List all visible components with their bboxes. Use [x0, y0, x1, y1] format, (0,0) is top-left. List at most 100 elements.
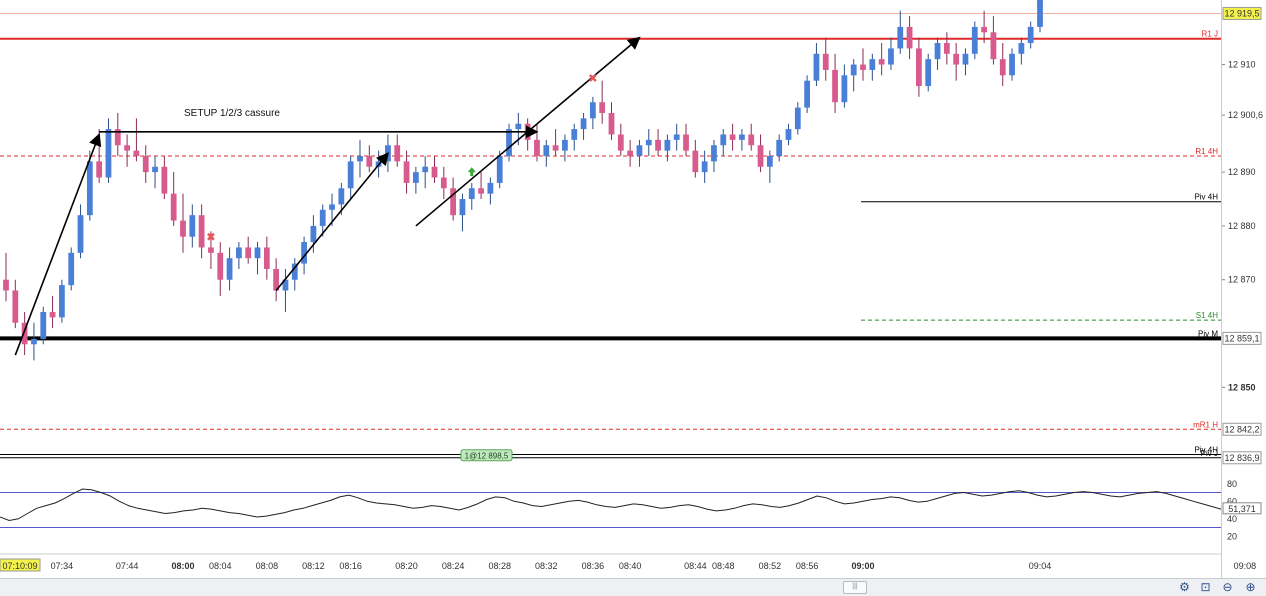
- candle-body: [916, 48, 922, 87]
- price-tag: [1222, 422, 1262, 436]
- x-tick-label: 08:40: [619, 561, 642, 571]
- candle: [878, 43, 885, 76]
- candle: [49, 295, 56, 329]
- candle: [170, 172, 177, 226]
- candle-body: [506, 129, 512, 156]
- y-tick-label: 12 910: [1228, 60, 1256, 70]
- candle-body: [189, 215, 196, 237]
- candle-body: [478, 188, 484, 194]
- candle-body: [86, 161, 93, 216]
- candle-body: [394, 145, 401, 162]
- candle-body: [934, 43, 941, 60]
- candle: [832, 53, 838, 113]
- candle-body: [468, 188, 475, 200]
- candle: [77, 204, 84, 259]
- candle: [403, 150, 410, 194]
- candle: [869, 53, 876, 81]
- candle-body: [571, 129, 578, 140]
- candle: [450, 177, 457, 221]
- candle: [366, 145, 373, 173]
- order-label: 1@12 898,5: [460, 449, 513, 462]
- order-label-bg: [460, 449, 513, 462]
- signal-stroke: [207, 232, 215, 241]
- candle-body: [68, 252, 75, 286]
- candle: [934, 37, 941, 70]
- candle-body: [440, 177, 447, 189]
- candle: [906, 16, 913, 60]
- candle: [282, 268, 289, 312]
- candle: [729, 123, 736, 151]
- candle-body: [701, 161, 708, 173]
- candle-body: [180, 220, 186, 237]
- x-tick-label: 08:56: [796, 561, 819, 571]
- candle: [897, 10, 904, 54]
- candle-body: [142, 156, 149, 173]
- candle-body: [739, 134, 745, 140]
- zoom-out-icon[interactable]: ⊖: [1222, 580, 1233, 594]
- candle: [720, 129, 727, 156]
- price-tag-label: 12 842,2: [1224, 424, 1259, 434]
- candle-body: [599, 102, 606, 113]
- candle-body: [645, 139, 652, 146]
- candle-body: [692, 150, 699, 173]
- x-tick-label: 09:00: [851, 561, 874, 571]
- y-tick-label: 12 870: [1228, 275, 1256, 285]
- candle: [357, 139, 363, 178]
- candle: [40, 306, 47, 345]
- trend-arrow: [275, 152, 389, 291]
- candle: [1027, 21, 1034, 49]
- x-tick-label: 08:52: [759, 561, 782, 571]
- candle: [189, 204, 196, 248]
- candle: [617, 123, 624, 156]
- x-tick-label: 08:08: [256, 561, 279, 571]
- candle: [552, 129, 559, 156]
- x-tick-label: 09:08: [1234, 561, 1257, 571]
- candle: [776, 134, 783, 162]
- candle: [655, 129, 661, 156]
- candle: [59, 279, 65, 323]
- candle-body: [1037, 0, 1043, 27]
- gear-icon[interactable]: ⚙: [1179, 580, 1190, 594]
- candle-body: [748, 134, 755, 146]
- candle-body: [953, 53, 960, 65]
- candle: [664, 134, 671, 162]
- candle: [217, 242, 224, 296]
- candle: [757, 134, 764, 173]
- candle-body: [152, 166, 158, 173]
- candle-body: [683, 134, 689, 151]
- candle-body: [273, 268, 280, 291]
- zoom-in-icon[interactable]: ⊕: [1245, 580, 1256, 594]
- zoom-fit-icon[interactable]: ⊡: [1200, 580, 1211, 594]
- candle-body: [422, 166, 429, 173]
- candle-body: [1009, 53, 1015, 76]
- price-tag: [1222, 451, 1262, 465]
- candle-body: [282, 279, 289, 291]
- horizontal-scroll-thumb[interactable]: |||: [843, 581, 867, 594]
- trend-arrows: [14, 36, 641, 356]
- candle: [599, 80, 606, 124]
- candle-body: [254, 247, 261, 259]
- candle-body: [878, 59, 885, 65]
- candle: [226, 247, 233, 291]
- candle-body: [347, 161, 354, 189]
- candle-body: [785, 129, 792, 140]
- candle-body: [310, 225, 317, 243]
- x-tick-label: 08:44: [684, 561, 707, 571]
- candle: [916, 37, 922, 97]
- candle-body: [999, 59, 1006, 76]
- candle: [440, 166, 447, 200]
- candle-body: [990, 32, 997, 60]
- price-tag: [1222, 331, 1262, 345]
- candle: [636, 139, 643, 167]
- candle: [152, 156, 158, 189]
- candle: [506, 123, 512, 162]
- rsi-current-label: 51,371: [1228, 504, 1256, 514]
- candle-body: [403, 161, 410, 183]
- x-tick-label: 08:48: [712, 561, 735, 571]
- candle-body: [925, 59, 932, 87]
- candle: [263, 236, 270, 280]
- candle: [701, 150, 708, 183]
- candle-body: [235, 247, 242, 259]
